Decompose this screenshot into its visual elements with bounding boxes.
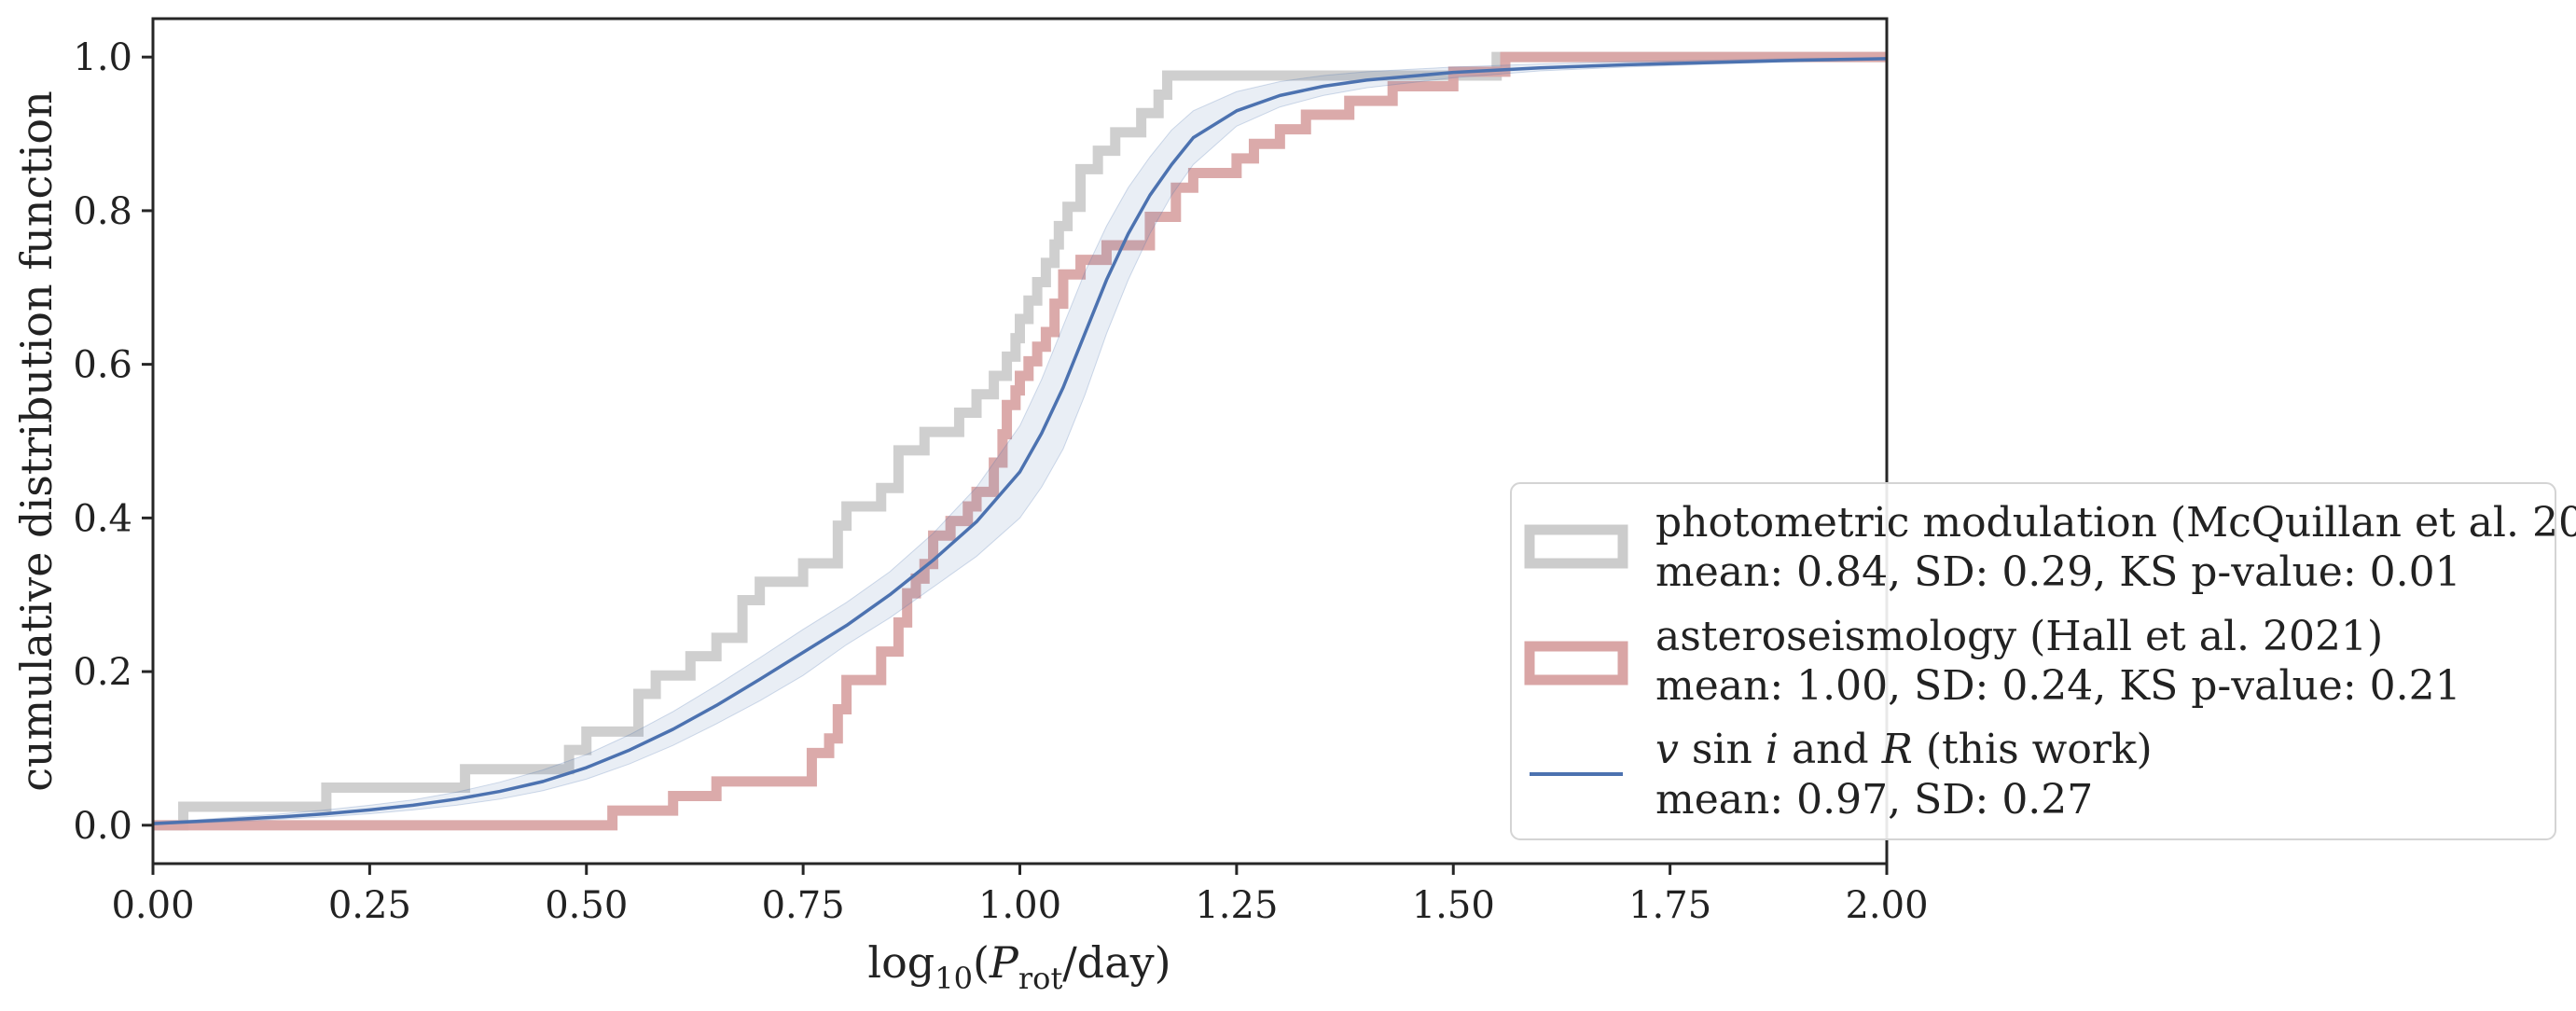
legend-label-vsini: v sin i and R (this work) <box>1655 726 2153 773</box>
legend-swatch-photometric <box>1524 524 1628 569</box>
y-tick-label: 0.4 <box>73 497 132 540</box>
legend-box <box>1510 482 2556 840</box>
legend-label-vsini-tail: (this work) <box>1926 726 2153 773</box>
x-axis-label-p: P <box>989 937 1019 988</box>
legend-label-vsini-sin: sin <box>1692 726 1752 773</box>
x-tick-label: 1.25 <box>1195 884 1278 927</box>
legend-label-asteroseismology: asteroseismology (Hall et al. 2021) <box>1655 613 2383 660</box>
x-tick-label: 1.50 <box>1412 884 1495 927</box>
y-tick-label: 0.0 <box>73 805 132 848</box>
x-axis-label: log10(Prot/day) <box>867 937 1170 996</box>
x-axis-label-sub-rot: rot <box>1018 961 1063 996</box>
y-tick-label: 1.0 <box>73 36 132 79</box>
series-asteroseismology <box>153 51 1887 831</box>
x-tick-label: 1.00 <box>978 884 1061 927</box>
x-tick-label: 0.75 <box>762 884 845 927</box>
x-axis-label-tail: /day) <box>1062 937 1170 988</box>
x-tick-label: 0.25 <box>328 884 411 927</box>
x-tick-label: 1.75 <box>1628 884 1711 927</box>
series-vsini-uncertainty-band <box>153 57 1887 825</box>
x-axis-label-sub-10: 10 <box>935 961 973 996</box>
legend-label-vsini-r: R <box>1881 726 1913 773</box>
legend-label-vsini-v: v <box>1655 726 1679 773</box>
legend-label-photometric: photometric modulation (McQuillan et al.… <box>1655 499 2576 547</box>
plot-area <box>153 51 1887 831</box>
series-vsini-model-line <box>153 57 1887 825</box>
y-tick-label: 0.8 <box>73 190 132 233</box>
y-axis: 0.0 0.2 0.4 0.6 0.8 1.0 <box>73 36 153 848</box>
y-tick-label: 0.6 <box>73 344 132 387</box>
legend: photometric modulation (McQuillan et al.… <box>1510 482 2576 840</box>
x-tick-label: 0.50 <box>545 884 628 927</box>
x-axis-label-open: ( <box>973 937 990 988</box>
legend-swatch-asteroseismology <box>1524 641 1628 686</box>
legend-stats-photometric: mean: 0.84, SD: 0.29, KS p-value: 0.01 <box>1655 548 2461 596</box>
series-photometric-modulation <box>153 51 1887 831</box>
y-tick-label: 0.2 <box>73 651 132 694</box>
legend-label-vsini-i: i <box>1766 726 1779 773</box>
x-tick-label: 2.00 <box>1845 884 1928 927</box>
x-axis: 0.00 0.25 0.50 0.75 1.00 1.25 1.50 1.75 2.00 <box>111 864 1929 927</box>
legend-stats-vsini: mean: 0.97, SD: 0.27 <box>1655 776 2093 824</box>
y-axis-label: cumulative distribution function <box>11 90 62 792</box>
legend-stats-asteroseismology: mean: 1.00, SD: 0.24, KS p-value: 0.21 <box>1655 662 2461 710</box>
x-tick-label: 0.00 <box>111 884 194 927</box>
x-axis-label-log: log <box>867 937 935 988</box>
legend-label-vsini-and: and <box>1792 726 1869 773</box>
